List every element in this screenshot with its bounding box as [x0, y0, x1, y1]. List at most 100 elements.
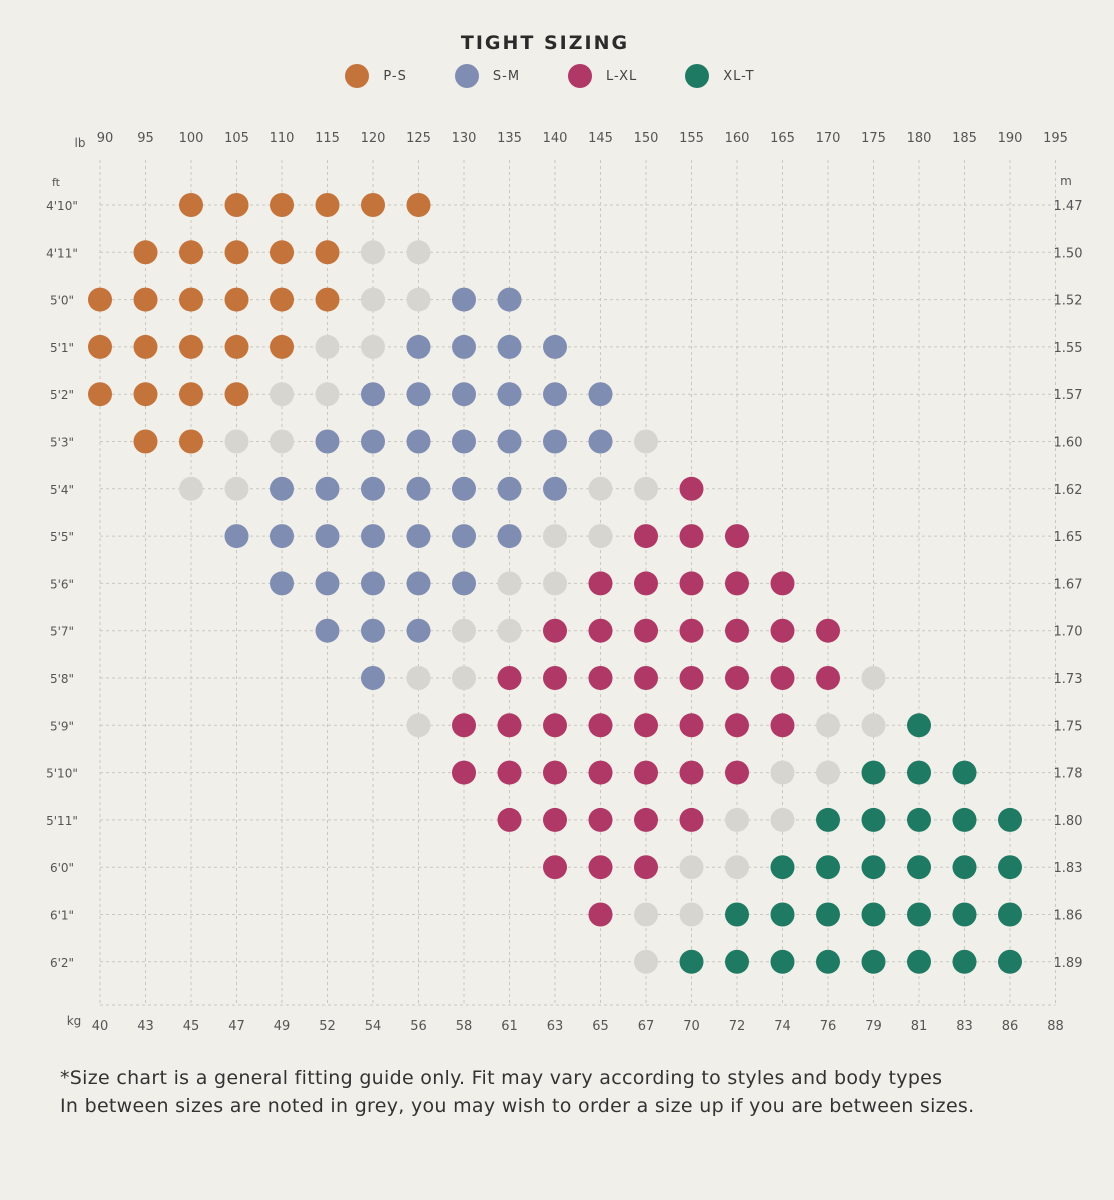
size-dot	[497, 807, 522, 832]
x-bottom-tick-label: 49	[274, 1019, 291, 1034]
size-dot	[952, 855, 977, 880]
x-top-tick-label: 195	[1043, 131, 1068, 146]
size-dot	[770, 618, 795, 643]
x-top-tick-label: 170	[816, 131, 841, 146]
size-dot	[543, 618, 567, 643]
y-left-tick-label: 5'8"	[50, 672, 74, 686]
y-left-tick-label: 5'4"	[50, 483, 74, 497]
size-dot	[179, 382, 203, 407]
size-chart-plot: lb 90 95 100 105 110 115 120 125 130 135 140 145 150 1…	[46, 131, 1083, 1034]
size-dot	[315, 476, 340, 501]
size-dot	[406, 334, 431, 359]
size-dot	[543, 334, 567, 359]
size-dot	[679, 524, 704, 549]
size-dot-between	[634, 429, 658, 454]
y-right-tick-label: 1.50	[1054, 246, 1083, 261]
size-dot	[452, 382, 476, 407]
size-dot-between	[270, 382, 294, 407]
size-dot	[952, 807, 977, 832]
x-bottom-tick-label: 81	[911, 1019, 928, 1034]
legend-label-l-xl: L-XL	[606, 68, 638, 84]
y-right-tick-label: 1.55	[1054, 341, 1083, 356]
size-dot	[133, 240, 158, 265]
y-right-tick-label: 1.73	[1054, 672, 1083, 687]
y-right-tick-label: 1.60	[1054, 436, 1083, 451]
x-bottom-tick-label: 67	[638, 1019, 655, 1034]
size-dot	[634, 524, 658, 549]
size-dot-between	[497, 571, 522, 596]
size-dot	[452, 571, 476, 596]
x-bottom-tick-label: 45	[183, 1019, 200, 1034]
x-bottom-tick-label: 52	[319, 1019, 336, 1034]
size-dot	[270, 287, 294, 312]
footnote-line-2: In between sizes are noted in grey, you …	[60, 1095, 975, 1117]
size-dot	[770, 713, 795, 738]
size-dot	[497, 524, 522, 549]
size-dot	[361, 618, 385, 643]
y-left-tick-label: 5'9"	[50, 719, 74, 733]
size-dot	[224, 193, 249, 217]
size-dot	[270, 476, 294, 501]
size-dot	[497, 476, 522, 501]
size-dot	[224, 334, 249, 359]
y-right-tick-label: 1.67	[1054, 577, 1083, 592]
y-right-tick-label: 1.89	[1054, 956, 1083, 971]
size-dot	[679, 571, 704, 596]
size-dot	[179, 193, 203, 217]
size-dot	[588, 713, 613, 738]
x-bottom-tick-label: 58	[456, 1019, 473, 1034]
size-dot	[497, 287, 522, 312]
size-dot	[770, 855, 795, 880]
size-dot-between	[406, 240, 431, 265]
size-dot	[406, 476, 431, 501]
x-top-tick-label: 155	[679, 131, 704, 146]
size-dot	[452, 476, 476, 501]
size-dot	[907, 855, 931, 880]
size-dot	[452, 334, 476, 359]
chart-title: TIGHT SIZING	[460, 32, 630, 54]
size-dot-between	[315, 334, 340, 359]
x-top-tick-label: 140	[543, 131, 568, 146]
size-dot-between	[770, 760, 795, 785]
size-dot	[270, 240, 294, 265]
size-dot	[315, 287, 340, 312]
size-dot	[224, 524, 249, 549]
size-dot	[588, 382, 613, 407]
size-dot	[224, 287, 249, 312]
size-dot-between	[816, 713, 840, 738]
x-top-tick-label: 105	[224, 131, 249, 146]
size-dot-between	[315, 382, 340, 407]
y-left-unit-label: ft	[52, 176, 61, 189]
y-left-tick-label: 5'5"	[50, 530, 74, 544]
size-dot	[179, 240, 203, 265]
size-dot	[816, 902, 840, 927]
size-dot	[497, 334, 522, 359]
size-dot-between	[361, 334, 385, 359]
y-right-tick-label: 1.86	[1054, 909, 1083, 924]
size-dot	[452, 760, 476, 785]
footnote: *Size chart is a general fitting guide o…	[60, 1064, 1080, 1120]
size-dot	[406, 429, 431, 454]
x-bottom-tick-label: 72	[729, 1019, 746, 1034]
size-dot-between	[497, 618, 522, 643]
size-dot	[679, 476, 704, 501]
size-dot	[588, 618, 613, 643]
size-dot	[270, 193, 294, 217]
size-dot	[179, 334, 203, 359]
y-left-tick-label: 5'1"	[50, 341, 74, 355]
size-dot	[133, 429, 158, 454]
x-top-tick-label: 100	[179, 131, 204, 146]
x-bottom-tick-label: 70	[683, 1019, 700, 1034]
footnote-line-1: *Size chart is a general fitting guide o…	[60, 1067, 943, 1089]
y-left-tick-label: 4'10"	[46, 199, 78, 213]
x-bottom-tick-label: 63	[547, 1019, 564, 1034]
size-dot	[725, 524, 749, 549]
y-right-tick-label: 1.80	[1054, 814, 1083, 829]
size-dot	[907, 949, 931, 974]
size-dot	[770, 949, 795, 974]
x-bottom-tick-label: 83	[956, 1019, 973, 1034]
size-dot	[497, 429, 522, 454]
size-dot	[861, 807, 886, 832]
legend-swatch-p-s	[345, 64, 370, 88]
x-bottom-tick-label: 61	[501, 1019, 518, 1034]
